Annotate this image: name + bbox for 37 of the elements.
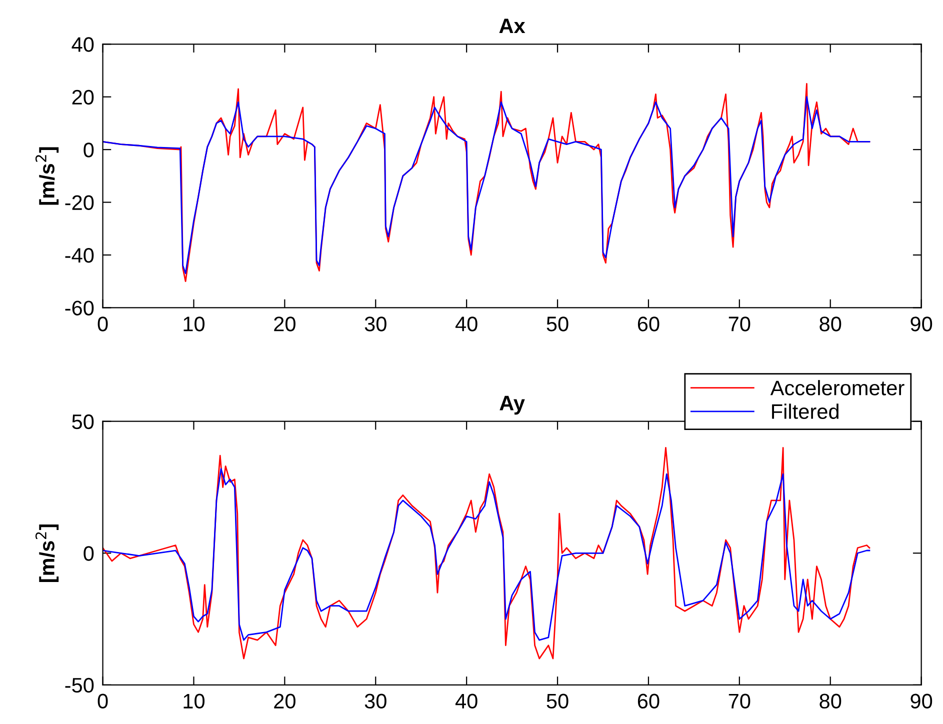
x-tick-label: 20 bbox=[274, 694, 296, 709]
x-tick-label: 70 bbox=[728, 694, 750, 709]
y-tick-label: -40 bbox=[65, 248, 94, 263]
x-tick-label: 50 bbox=[546, 694, 568, 709]
y-tick-label: 20 bbox=[72, 90, 94, 105]
x-tick-label: 60 bbox=[638, 316, 660, 332]
x-tick-label: 0 bbox=[98, 694, 108, 709]
x-tick-label: 80 bbox=[820, 694, 842, 709]
x-tick-label: 60 bbox=[638, 694, 660, 709]
x-tick-label: 20 bbox=[274, 316, 296, 332]
x-tick-label: 80 bbox=[820, 316, 842, 332]
y-tick-label: 0 bbox=[84, 142, 94, 158]
x-tick-label: 0 bbox=[98, 316, 108, 332]
y-tick-label: 0 bbox=[84, 546, 94, 561]
legend-label: Filtered bbox=[772, 404, 838, 419]
x-tick-label: 40 bbox=[455, 316, 478, 332]
y-tick-label: -60 bbox=[65, 300, 94, 316]
y-tick-label: -50 bbox=[65, 678, 94, 693]
x-tick-label: 10 bbox=[184, 316, 205, 332]
y-axis-title: [m/s$^{2}$] bbox=[35, 524, 59, 582]
x-tick-label: 90 bbox=[910, 694, 932, 709]
x-tick-label: 50 bbox=[546, 316, 568, 332]
x-tick-label: 40 bbox=[455, 694, 478, 709]
y-tick-label: 40 bbox=[72, 37, 94, 52]
line-series bbox=[102, 468, 870, 641]
line-series bbox=[102, 447, 870, 660]
x-tick-label: 30 bbox=[364, 316, 386, 332]
legend-label: Accelerometer bbox=[770, 380, 904, 396]
y-tick-label: -20 bbox=[65, 195, 94, 210]
y-axis-title: [m/s$^{2}$] bbox=[35, 147, 59, 205]
chart-title: Ay bbox=[500, 396, 525, 415]
x-tick-label: 10 bbox=[184, 694, 205, 709]
y-tick-label: 50 bbox=[72, 414, 94, 430]
chart-title: Ax bbox=[499, 18, 526, 34]
x-tick-label: 70 bbox=[728, 316, 750, 332]
x-tick-label: 30 bbox=[364, 694, 386, 709]
x-tick-label: 90 bbox=[910, 316, 932, 332]
